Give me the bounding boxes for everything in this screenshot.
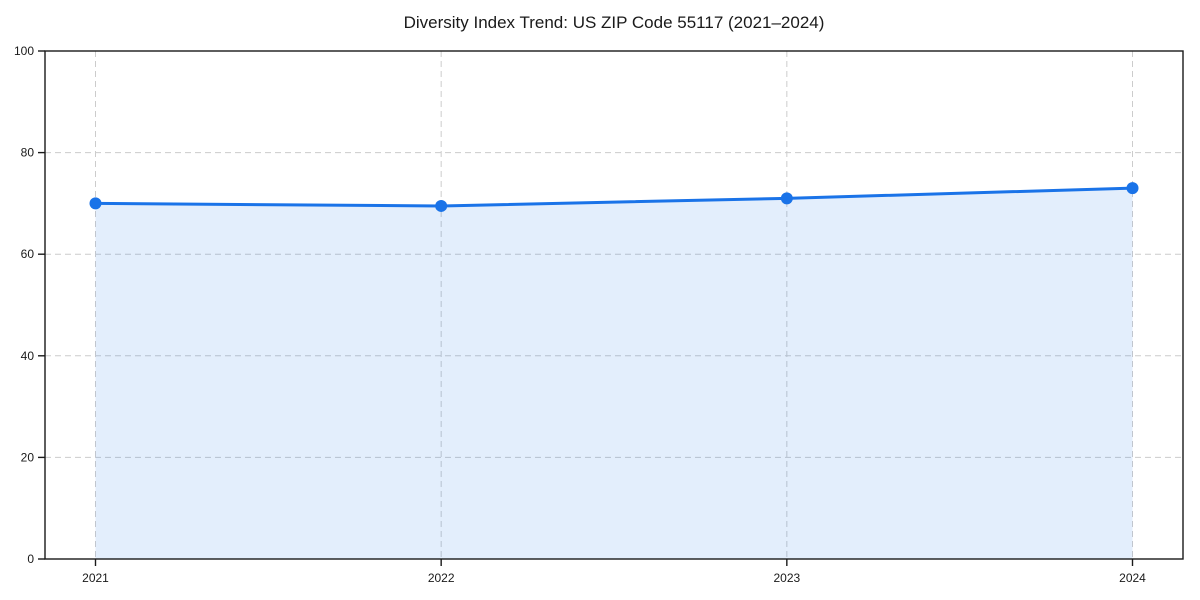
trend-line: [94, 186, 1134, 208]
data-point-2022: [435, 199, 448, 212]
data-point-2021: [89, 197, 102, 210]
y-tick-label: 20: [21, 450, 35, 464]
axes-box: [44, 50, 1184, 560]
y-tick-label: 0: [27, 552, 34, 566]
area-fill: [95, 188, 1133, 559]
x-tick-label: 2024: [1119, 571, 1146, 585]
y-tick-label: 40: [21, 349, 35, 363]
x-tick-label: 2021: [82, 571, 109, 585]
y-tick-label: 60: [21, 247, 35, 261]
x-tick-label: 2023: [773, 571, 800, 585]
y-tick-label: 100: [14, 44, 34, 58]
y-tick-label: 80: [21, 146, 35, 160]
chart-title: Diversity Index Trend: US ZIP Code 55117…: [403, 13, 825, 32]
data-point-2023: [780, 192, 793, 205]
data-point-2024: [1126, 182, 1139, 195]
x-tick-label: 2022: [428, 571, 455, 585]
